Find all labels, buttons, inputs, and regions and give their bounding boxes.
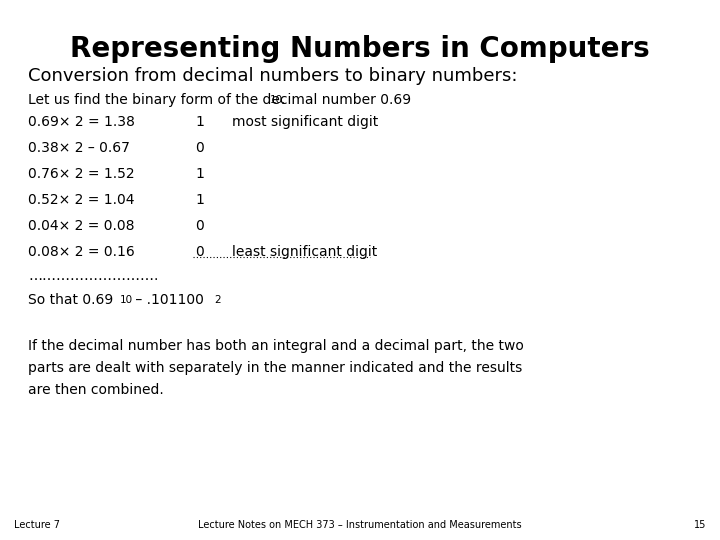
Text: – .101100: – .101100 <box>131 293 204 307</box>
Text: 10: 10 <box>120 295 133 305</box>
Text: least significant digit: least significant digit <box>232 245 377 259</box>
Text: 15: 15 <box>693 520 706 530</box>
Text: 0.08× 2 = 0.16: 0.08× 2 = 0.16 <box>28 245 135 259</box>
Text: Lecture 7: Lecture 7 <box>14 520 60 530</box>
Text: 1: 1 <box>195 193 204 207</box>
Text: 1: 1 <box>195 167 204 181</box>
Text: 1: 1 <box>195 115 204 129</box>
Text: parts are dealt with separately in the manner indicated and the results: parts are dealt with separately in the m… <box>28 361 522 375</box>
Text: 0: 0 <box>195 219 204 233</box>
Text: So that 0.69: So that 0.69 <box>28 293 113 307</box>
Text: 0: 0 <box>195 141 204 155</box>
Text: most significant digit: most significant digit <box>232 115 378 129</box>
Text: 0.38× 2 – 0.67: 0.38× 2 – 0.67 <box>28 141 130 155</box>
Text: 10: 10 <box>270 95 283 105</box>
Text: Representing Numbers in Computers: Representing Numbers in Computers <box>70 35 650 63</box>
Text: 0: 0 <box>195 245 204 259</box>
Text: 0.76× 2 = 1.52: 0.76× 2 = 1.52 <box>28 167 135 181</box>
Text: Let us find the binary form of the decimal number 0.69: Let us find the binary form of the decim… <box>28 93 411 107</box>
Text: .: . <box>281 93 285 107</box>
Text: are then combined.: are then combined. <box>28 383 163 397</box>
Text: 0.69× 2 = 1.38: 0.69× 2 = 1.38 <box>28 115 135 129</box>
Text: Lecture Notes on MECH 373 – Instrumentation and Measurements: Lecture Notes on MECH 373 – Instrumentat… <box>198 520 522 530</box>
Text: If the decimal number has both an integral and a decimal part, the two: If the decimal number has both an integr… <box>28 339 524 353</box>
Text: 2: 2 <box>214 295 220 305</box>
Text: Conversion from decimal numbers to binary numbers:: Conversion from decimal numbers to binar… <box>28 67 518 85</box>
Text: 0.52× 2 = 1.04: 0.52× 2 = 1.04 <box>28 193 135 207</box>
Text: ……………………….: ………………………. <box>28 269 158 283</box>
Text: 0.04× 2 = 0.08: 0.04× 2 = 0.08 <box>28 219 135 233</box>
